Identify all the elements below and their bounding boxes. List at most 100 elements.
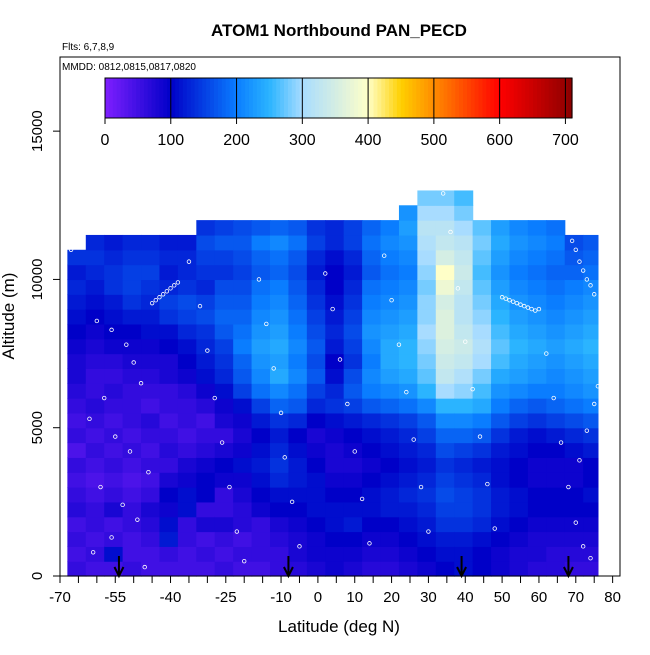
- heatmap-cell: [85, 472, 105, 488]
- heatmap-cell: [583, 398, 599, 414]
- heatmap-cell: [583, 323, 599, 340]
- colorbar-segment: [178, 78, 184, 118]
- heatmap-cell: [491, 516, 511, 533]
- heatmap-cell: [343, 472, 363, 488]
- heatmap-cell: [435, 353, 455, 369]
- heatmap-cell: [233, 501, 253, 518]
- colorbar-tick-label: 0: [101, 132, 110, 149]
- heatmap-cell: [472, 323, 492, 340]
- x-tick-label: 0: [314, 589, 322, 606]
- heatmap-cell: [85, 368, 105, 384]
- heatmap-cell: [233, 323, 253, 340]
- heatmap-cell: [527, 501, 547, 518]
- heatmap-cell: [435, 368, 455, 384]
- colorbar-segment: [435, 78, 441, 118]
- heatmap-cell: [270, 338, 290, 355]
- x-tick-label: 40: [457, 589, 474, 606]
- colorbar-segment: [194, 78, 199, 118]
- heatmap-cell: [251, 279, 271, 295]
- heatmap-cell: [159, 323, 179, 340]
- heatmap-cell: [159, 412, 179, 429]
- heatmap-cell: [472, 279, 492, 295]
- heatmap-cell: [85, 338, 105, 355]
- heatmap-cell: [491, 383, 511, 399]
- heatmap-cell: [454, 546, 474, 562]
- heatmap-cell: [67, 427, 87, 444]
- heatmap-cell: [472, 531, 492, 547]
- heatmap-cell: [67, 531, 87, 547]
- sample-point: [573, 247, 578, 252]
- heatmap-cell: [546, 338, 566, 355]
- heatmap-cell: [288, 279, 308, 295]
- colorbar-segment: [529, 78, 534, 118]
- heatmap-cell: [454, 398, 474, 414]
- heatmap-cell: [196, 383, 216, 399]
- heatmap-cell: [398, 353, 418, 369]
- heatmap-cell: [104, 368, 124, 384]
- heatmap-cell: [214, 279, 234, 295]
- heatmap-cell: [380, 220, 400, 236]
- heatmap-cell: [233, 383, 253, 399]
- heatmap-cell: [122, 294, 142, 310]
- heatmap-cell: [417, 220, 437, 236]
- heatmap-cell: [67, 546, 87, 562]
- sample-point: [76, 235, 81, 241]
- colorbar-segment: [175, 78, 180, 118]
- heatmap-cell: [67, 264, 87, 281]
- heatmap-cell: [159, 531, 179, 547]
- heatmap-cell: [398, 234, 418, 251]
- heatmap-cell: [491, 234, 511, 251]
- heatmap-cell: [306, 368, 326, 384]
- heatmap-cell: [288, 501, 308, 518]
- heatmap-cell: [122, 249, 142, 266]
- heatmap-cell: [380, 234, 400, 251]
- heatmap-cell: [214, 338, 234, 355]
- colorbar-segment: [536, 78, 542, 118]
- heatmap-cell: [104, 457, 124, 473]
- heatmap-cell: [417, 516, 437, 533]
- colorbar-segment: [346, 78, 351, 118]
- y-tick-label: 15000: [29, 110, 46, 152]
- heatmap-cell: [325, 309, 345, 325]
- heatmap-cell: [527, 531, 547, 547]
- heatmap-cell: [583, 561, 599, 577]
- sample-point: [522, 303, 527, 309]
- heatmap-cell: [546, 427, 566, 444]
- heatmap-cell: [159, 234, 179, 251]
- heatmap-cell: [233, 353, 253, 369]
- heatmap-cell: [270, 427, 290, 444]
- heatmap-cell: [417, 279, 437, 295]
- heatmap-cell: [491, 561, 511, 577]
- heatmap-cell: [491, 338, 511, 355]
- heatmap-cell: [527, 442, 547, 458]
- heatmap-cell: [141, 264, 161, 281]
- heatmap-cell: [398, 323, 418, 340]
- heatmap-cell: [288, 294, 308, 310]
- heatmap-cell: [472, 309, 492, 325]
- sample-point: [98, 484, 103, 490]
- colorbar-segment: [552, 78, 558, 118]
- sample-point: [470, 386, 475, 392]
- heatmap-cell: [233, 487, 253, 503]
- heatmap-cell: [509, 309, 529, 325]
- heatmap-cell: [177, 531, 197, 547]
- colorbar-segment: [303, 78, 308, 118]
- heatmap-cell: [159, 294, 179, 310]
- heatmap-cell: [85, 309, 105, 325]
- sample-point: [345, 401, 350, 407]
- heatmap-cell: [141, 442, 161, 458]
- heatmap-cell: [417, 294, 437, 310]
- heatmap-cell: [398, 501, 418, 518]
- colorbar-segment: [198, 78, 203, 118]
- heatmap-cell: [362, 383, 382, 399]
- colorbar-segment: [377, 78, 382, 118]
- colorbar-segment: [501, 78, 507, 118]
- heatmap-cell: [233, 561, 253, 577]
- heatmap-cell: [325, 546, 345, 562]
- heatmap-cell: [288, 368, 308, 384]
- heatmap-cell: [564, 546, 584, 562]
- heatmap-cell: [583, 442, 599, 458]
- heatmap-cell: [362, 234, 382, 251]
- heatmap-cell: [380, 398, 400, 414]
- x-tick-label: -25: [215, 589, 237, 606]
